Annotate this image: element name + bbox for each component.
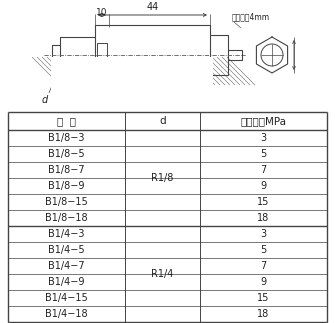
Text: B1/8−9: B1/8−9: [48, 181, 85, 191]
Text: 3: 3: [260, 229, 267, 239]
Text: B1/4−15: B1/4−15: [45, 293, 88, 303]
Text: R1/4: R1/4: [151, 269, 174, 279]
Text: 3: 3: [260, 133, 267, 143]
Text: B1/4−9: B1/4−9: [48, 277, 85, 287]
Text: 伸出量约4mm: 伸出量约4mm: [232, 12, 270, 21]
Text: d: d: [159, 116, 166, 126]
Text: 5: 5: [260, 245, 267, 255]
Text: 10: 10: [96, 8, 108, 17]
Text: R1/8: R1/8: [151, 173, 174, 183]
Text: B1/4−7: B1/4−7: [48, 261, 85, 271]
Text: 9: 9: [260, 277, 267, 287]
Text: 7: 7: [260, 261, 267, 271]
Text: B1/4−5: B1/4−5: [48, 245, 85, 255]
Text: 18: 18: [257, 309, 270, 319]
Text: 7: 7: [260, 165, 267, 175]
Text: 9: 9: [260, 181, 267, 191]
Text: 设定压力MPa: 设定压力MPa: [241, 116, 286, 126]
Text: B1/4−3: B1/4−3: [48, 229, 85, 239]
Text: B1/4−18: B1/4−18: [45, 309, 88, 319]
Text: 15: 15: [257, 293, 270, 303]
Text: B1/8−5: B1/8−5: [48, 149, 85, 159]
Text: B1/8−15: B1/8−15: [45, 197, 88, 207]
Text: B1/8−7: B1/8−7: [48, 165, 85, 175]
Text: B1/8−18: B1/8−18: [45, 213, 88, 223]
Text: 15: 15: [257, 197, 270, 207]
Text: 18: 18: [257, 213, 270, 223]
Text: 5: 5: [260, 149, 267, 159]
Text: 44: 44: [146, 2, 159, 12]
Bar: [51, 57, 213, 90]
Text: B1/8−3: B1/8−3: [48, 133, 85, 143]
Text: 型  式: 型 式: [57, 116, 76, 126]
Text: d: d: [42, 95, 48, 105]
